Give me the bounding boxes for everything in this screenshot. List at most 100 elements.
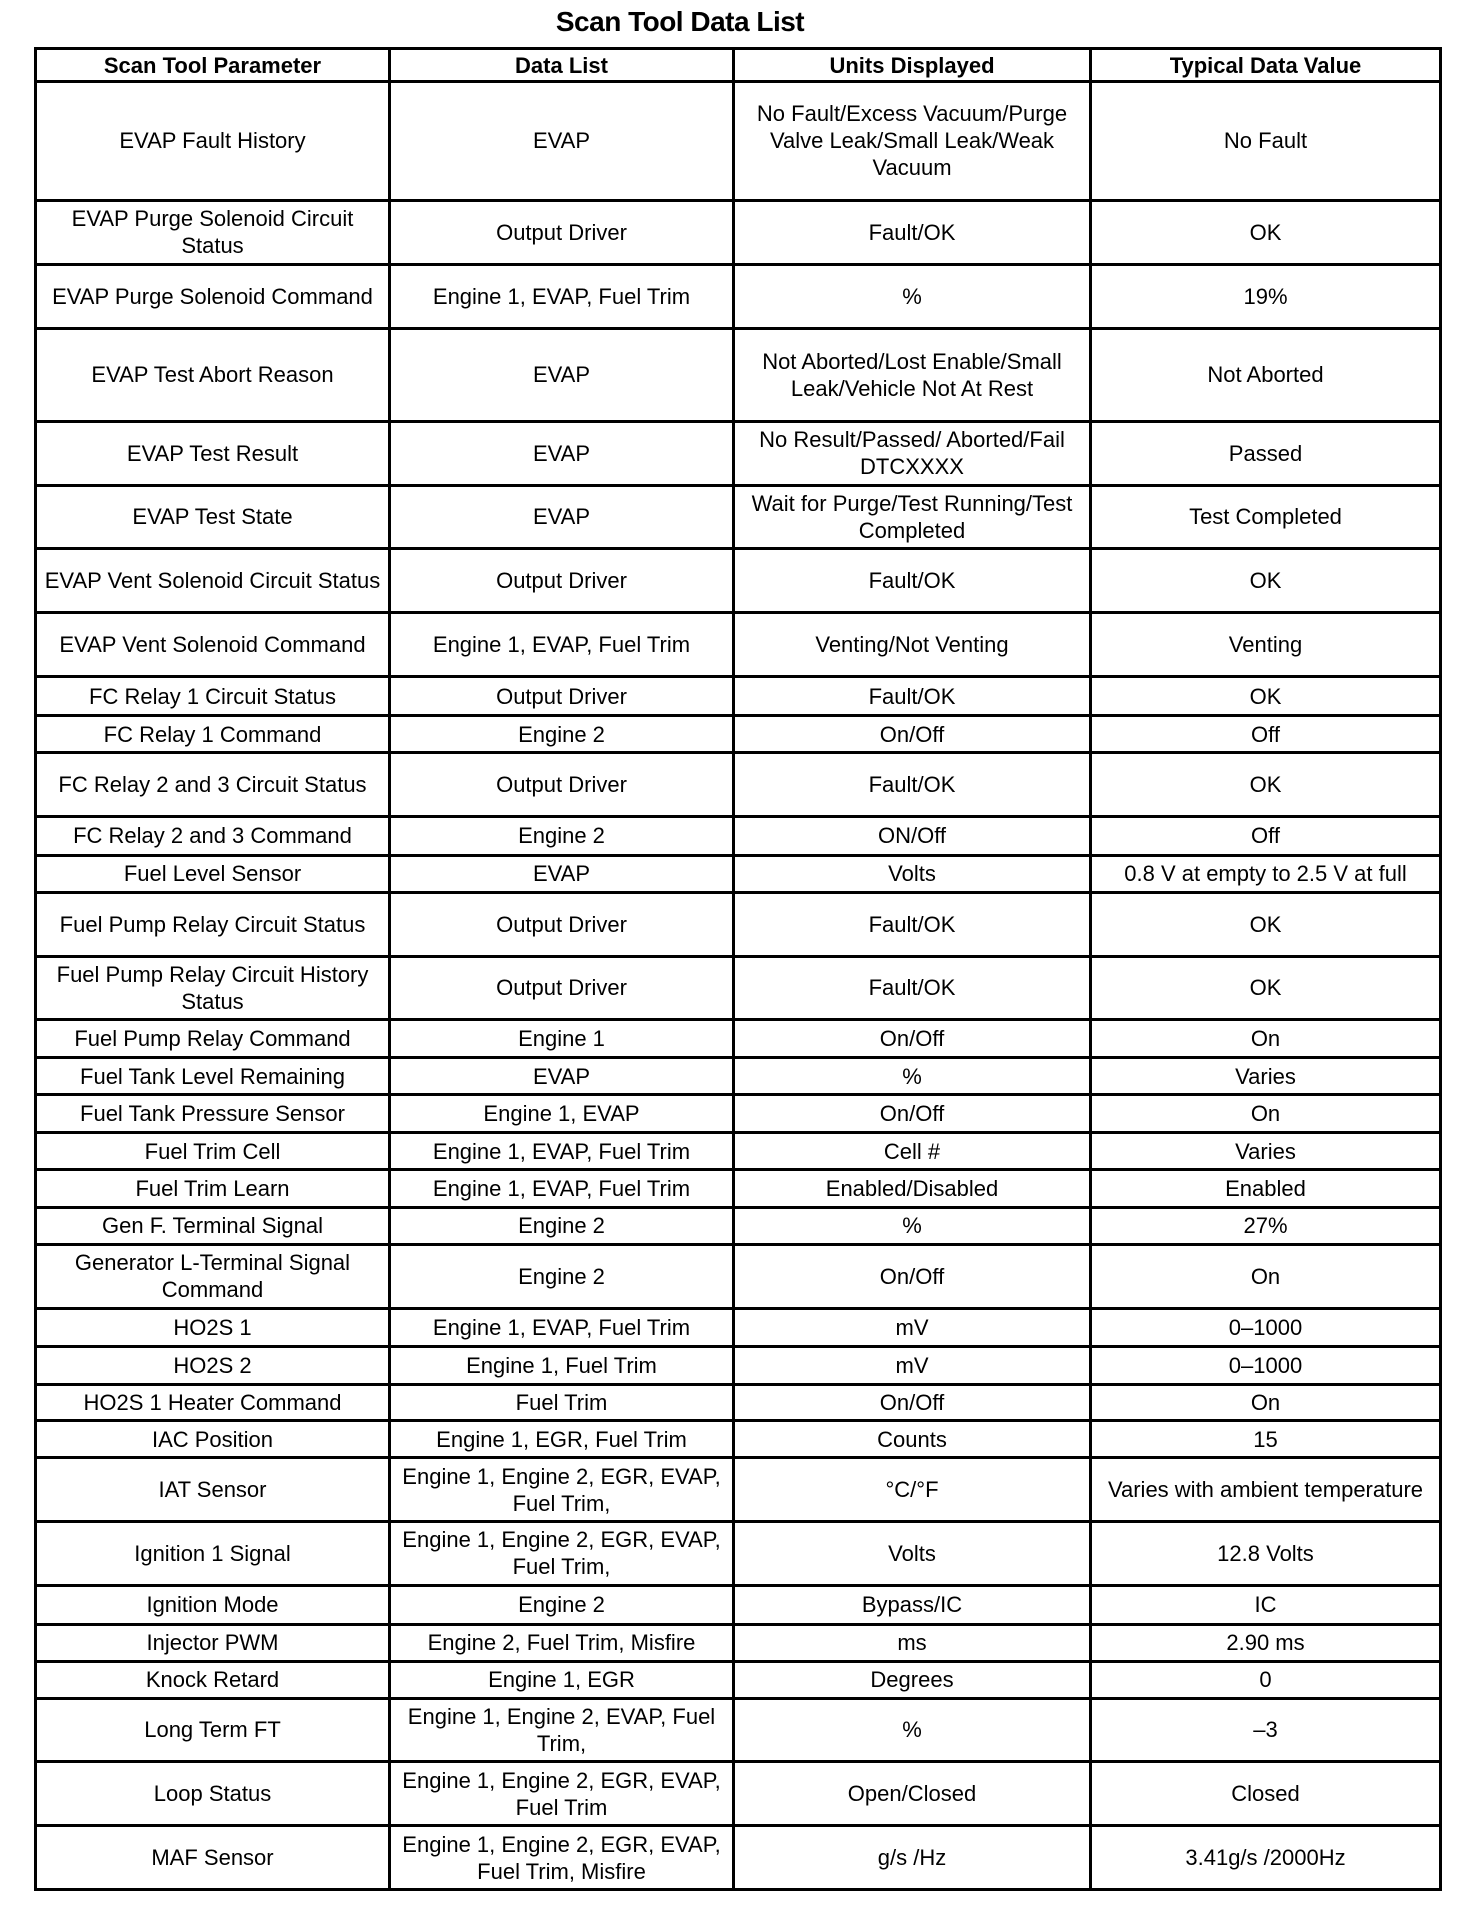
cell-units: mV [732,1344,1092,1386]
table-row: IAT Sensor Engine 1, Engine 2, EGR, EVAP,… [34,1456,1442,1523]
cell-units: Volts [732,1519,1092,1587]
table-row: FC Relay 1 Command Engine 2 On/Off Off [34,714,1442,754]
table-row: Ignition 1 Signal Engine 1, Engine 2, EGR… [34,1519,1442,1587]
cell-parameter: EVAP Test State [34,483,391,551]
cell-data-list: Engine 2 [388,1242,735,1310]
cell-units: Fault/OK [732,198,1092,266]
cell-typical-value: No Fault [1089,80,1442,202]
table-row: EVAP Test Abort Reason EVAP Not Aborted/Lo… [34,326,1442,423]
cell-data-list: Output Driver [388,750,735,818]
table-row: Fuel Trim Learn Engine 1, EVAP, Fuel Trim… [34,1167,1442,1209]
table-row: Fuel Pump Relay Circuit History Status Ou… [34,954,1442,1022]
cell-units: Fault/OK [732,547,1092,615]
table-row: Loop Status Engine 1, Engine 2, EGR, EVAP… [34,1760,1442,1828]
table-row: EVAP Test State EVAP Wait for Purge/Test R… [34,483,1442,551]
table-row: Fuel Pump Relay Circuit Status Output Dri… [34,890,1442,958]
cell-data-list: Engine 1, EVAP, Fuel Trim [388,1167,735,1209]
table-row: Ignition Mode Engine 2 Bypass/IC IC [34,1583,1442,1626]
cell-typical-value: 0 [1089,1659,1442,1700]
cell-typical-value: Test Completed [1089,483,1442,551]
cell-parameter: EVAP Fault History [34,80,391,202]
cell-units: Fault/OK [732,890,1092,958]
table-row: HO2S 2 Engine 1, Fuel Trim mV 0–1000 [34,1344,1442,1386]
cell-data-list: Engine 1, EVAP, Fuel Trim [388,262,735,330]
cell-units: ms [732,1622,1092,1663]
scan-tool-data-table: Scan Tool Parameter Data List Units Disp… [34,47,1442,1891]
cell-parameter: Knock Retard [34,1659,391,1700]
cell-parameter: EVAP Purge Solenoid Command [34,262,391,330]
cell-units: % [732,1696,1092,1764]
cell-data-list: Engine 2 [388,1583,735,1626]
cell-units: On/Off [732,1382,1092,1423]
cell-data-list: Engine 2 [388,1205,735,1246]
cell-parameter: EVAP Vent Solenoid Circuit Status [34,547,391,615]
cell-typical-value: OK [1089,547,1442,615]
cell-data-list: EVAP [388,853,735,894]
table-row: FC Relay 2 and 3 Command Engine 2 ON/Off Of… [34,814,1442,857]
table-row: IAC Position Engine 1, EGR, Fuel Trim Coun… [34,1419,1442,1460]
cell-parameter: EVAP Purge Solenoid Circuit Status [34,198,391,266]
table-row: EVAP Purge Solenoid Command Engine 1, EVA… [34,262,1442,330]
cell-units: On/Off [732,1242,1092,1310]
cell-units: On/Off [732,714,1092,754]
table-row: HO2S 1 Engine 1, EVAP, Fuel Trim mV 0–1000 [34,1306,1442,1348]
table-row: FC Relay 2 and 3 Circuit Status Output Dr… [34,750,1442,818]
cell-data-list: Output Driver [388,954,735,1022]
cell-parameter: EVAP Vent Solenoid Command [34,611,391,678]
cell-units: Volts [732,853,1092,894]
cell-data-list: Output Driver [388,674,735,718]
cell-parameter: Gen F. Terminal Signal [34,1205,391,1246]
cell-data-list: Engine 1, EGR, Fuel Trim [388,1419,735,1460]
cell-units: mV [732,1306,1092,1348]
table-row: EVAP Vent Solenoid Circuit Status Output … [34,547,1442,615]
cell-typical-value: OK [1089,954,1442,1022]
cell-units: Wait for Purge/Test Running/Test Complet… [732,483,1092,551]
cell-data-list: Output Driver [388,890,735,958]
cell-parameter: IAC Position [34,1419,391,1460]
cell-units: Venting/Not Venting [732,611,1092,678]
cell-units: ON/Off [732,814,1092,857]
cell-data-list: Engine 1, Engine 2, EGR, EVAP, Fuel Trim… [388,1456,735,1523]
cell-typical-value: 3.41g/s /2000Hz [1089,1824,1442,1891]
cell-data-list: Engine 2 [388,714,735,754]
cell-typical-value: OK [1089,674,1442,718]
cell-data-list: Engine 1, EVAP, Fuel Trim [388,1306,735,1348]
cell-parameter: Ignition 1 Signal [34,1519,391,1587]
cell-typical-value: Not Aborted [1089,326,1442,423]
cell-typical-value: On [1089,1018,1442,1060]
cell-typical-value: Off [1089,814,1442,857]
table-row: EVAP Fault History EVAP No Fault/Excess Va… [34,80,1442,202]
column-header-units: Units Displayed [732,47,1092,83]
cell-parameter: EVAP Test Result [34,419,391,487]
cell-units: °C/°F [732,1456,1092,1523]
cell-typical-value: Off [1089,714,1442,754]
cell-data-list: Engine 1, Fuel Trim [388,1344,735,1386]
table-row: Fuel Tank Pressure Sensor Engine 1, EVAP O… [34,1093,1442,1135]
cell-data-list: Engine 2 [388,814,735,857]
cell-units: Not Aborted/Lost Enable/Small Leak/Vehic… [732,326,1092,423]
cell-typical-value: Varies [1089,1131,1442,1171]
cell-typical-value: OK [1089,890,1442,958]
cell-parameter: EVAP Test Abort Reason [34,326,391,423]
cell-typical-value: 2.90 ms [1089,1622,1442,1663]
cell-data-list: Engine 2, Fuel Trim, Misfire [388,1622,735,1663]
cell-parameter: Ignition Mode [34,1583,391,1626]
cell-data-list: Engine 1, EVAP, Fuel Trim [388,1131,735,1171]
cell-typical-value: Closed [1089,1760,1442,1828]
cell-units: No Result/Passed/ Aborted/Fail DTCXXXX [732,419,1092,487]
cell-typical-value: OK [1089,198,1442,266]
table-row: HO2S 1 Heater Command Fuel Trim On/Off On [34,1382,1442,1423]
cell-parameter: Fuel Pump Relay Circuit Status [34,890,391,958]
cell-parameter: IAT Sensor [34,1456,391,1523]
cell-typical-value: –3 [1089,1696,1442,1764]
table-header-row: Scan Tool Parameter Data List Units Disp… [34,47,1442,83]
cell-parameter: Fuel Trim Learn [34,1167,391,1209]
table-row: EVAP Vent Solenoid Command Engine 1, EVAP… [34,611,1442,678]
cell-parameter: FC Relay 2 and 3 Command [34,814,391,857]
table-row: Generator L-Terminal Signal Command Engin… [34,1242,1442,1310]
cell-parameter: FC Relay 1 Circuit Status [34,674,391,718]
cell-typical-value: Varies [1089,1056,1442,1097]
cell-parameter: Injector PWM [34,1622,391,1663]
cell-units: Fault/OK [732,954,1092,1022]
cell-units: % [732,1205,1092,1246]
